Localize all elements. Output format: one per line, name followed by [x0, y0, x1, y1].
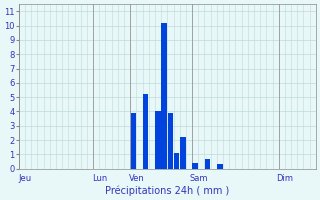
- Bar: [174, 153, 180, 169]
- Bar: [217, 164, 223, 169]
- Bar: [162, 23, 167, 169]
- Bar: [205, 159, 210, 169]
- Bar: [192, 163, 198, 169]
- Bar: [131, 113, 136, 169]
- X-axis label: Précipitations 24h ( mm ): Précipitations 24h ( mm ): [105, 185, 229, 196]
- Bar: [180, 137, 186, 169]
- Bar: [168, 113, 173, 169]
- Bar: [143, 94, 148, 169]
- Bar: [155, 111, 161, 169]
